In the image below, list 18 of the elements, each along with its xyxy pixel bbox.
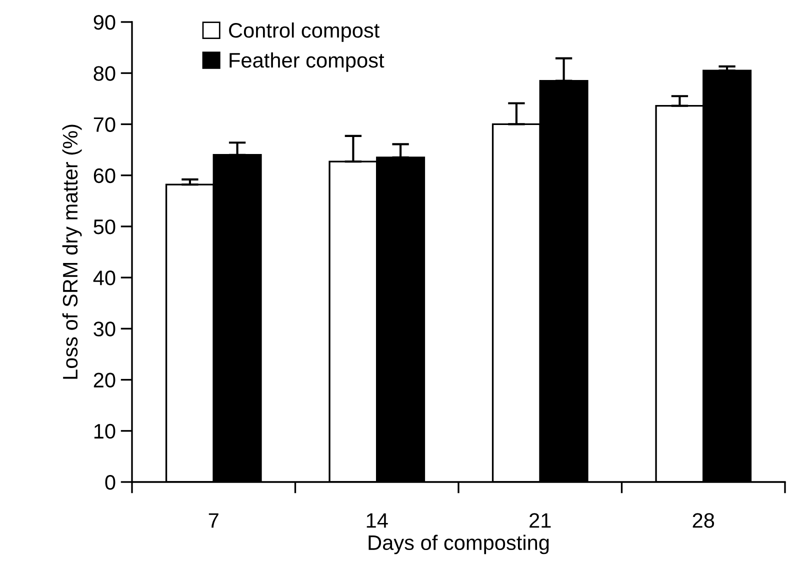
x-tick-label: 7 xyxy=(208,513,218,528)
x-tick-label: 14 xyxy=(366,513,388,528)
y-tick-label: 70 xyxy=(94,117,116,132)
y-tick-label: 40 xyxy=(93,270,116,286)
legend-label: Feather compost xyxy=(230,52,384,72)
y-tick-label: 60 xyxy=(94,168,116,184)
y-tick-label: 10 xyxy=(94,424,116,439)
x-axis-title: Days of composting xyxy=(368,534,549,554)
y-tick-label: 90 xyxy=(94,15,116,30)
y-tick-label: 30 xyxy=(94,322,116,336)
y-tick-label: 50 xyxy=(94,219,116,234)
x-tick-label: 21 xyxy=(530,513,551,528)
y-tick-label: 0 xyxy=(105,475,116,490)
x-tick-label: 28 xyxy=(692,513,714,528)
y-axis-title: Loss of SRM dry matter (%) xyxy=(62,124,82,379)
y-tick-label: 20 xyxy=(94,372,116,388)
y-tick-label: 80 xyxy=(94,66,116,81)
legend-label: Control compost xyxy=(229,22,380,42)
